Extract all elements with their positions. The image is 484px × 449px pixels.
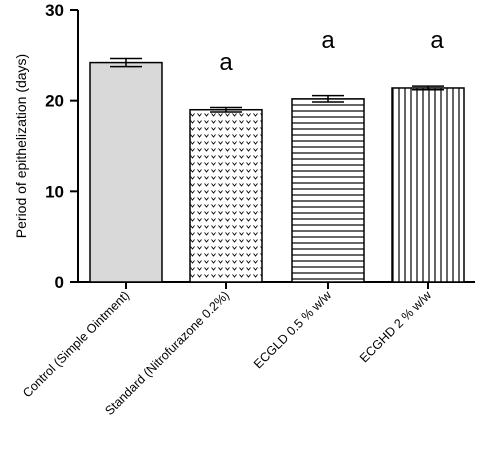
x-ticks: Control (Simple Ointment)Standard (Nitro…: [20, 282, 435, 418]
y-ticks: 0 10 20 30: [45, 1, 78, 292]
y-tick-label-0: 0: [55, 273, 64, 292]
bar-1: [189, 108, 263, 283]
y-axis-label-text: Period of epithelization (days): [13, 54, 29, 238]
error-bar-3: [412, 85, 444, 91]
annotation-3: a: [430, 27, 444, 54]
x-tick-label-0: Control (Simple Ointment): [20, 288, 132, 400]
y-axis-label: Period of epithelization (days): [13, 54, 29, 238]
error-bar-0: [110, 57, 142, 68]
bar-3: [391, 87, 465, 283]
y-tick-label-30: 30: [45, 1, 64, 20]
annotation-1: a: [219, 49, 233, 76]
y-tick-label-10: 10: [45, 182, 64, 201]
x-tick-label-2: ECGLD 0.5 % w/w: [251, 288, 335, 372]
bars: [89, 61, 465, 283]
bar-0: [89, 61, 163, 283]
bar-2: [291, 98, 365, 283]
error-bars: [110, 57, 444, 113]
annotations: aa a: [219, 27, 444, 76]
y-tick-label-20: 20: [45, 92, 64, 111]
error-bar-1: [210, 106, 242, 113]
annotation-2: a: [321, 27, 335, 54]
x-tick-label-3: ECGHD 2 % w/w: [357, 288, 435, 366]
error-bar-2: [312, 94, 344, 103]
